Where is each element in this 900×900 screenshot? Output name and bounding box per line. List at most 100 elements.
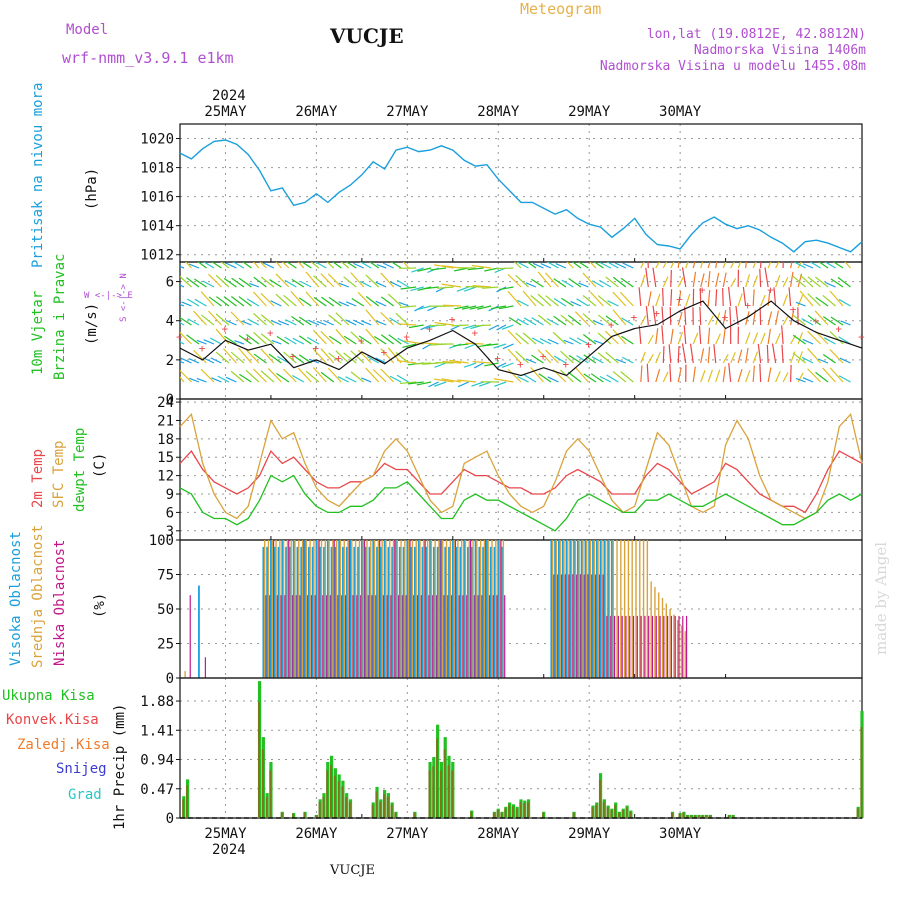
wind-arrow — [230, 370, 245, 383]
wind-arrow — [781, 344, 784, 364]
wind-arrow — [838, 336, 851, 345]
wind-arrow — [230, 351, 245, 364]
wind-arrow — [186, 334, 200, 345]
top-day-label: 30MAY — [659, 104, 702, 120]
wind-arrow — [814, 310, 829, 326]
wind-arrow — [788, 287, 792, 307]
wind-arrow — [498, 305, 514, 310]
wind-arrow — [345, 301, 357, 307]
wind-arrow — [300, 262, 312, 269]
wind-arrow — [464, 343, 477, 349]
wind-gust-marker: + — [676, 293, 683, 306]
wind-arrow — [722, 328, 726, 345]
wind-arrow — [471, 264, 492, 269]
precip-conv-bar — [443, 749, 446, 818]
wind-arrow — [375, 281, 387, 288]
wind-arrow — [456, 286, 469, 292]
wind-arrow — [560, 369, 574, 383]
wind-arrow — [790, 310, 795, 326]
wind-arrow — [312, 367, 327, 383]
wind-arrow — [225, 376, 237, 383]
wind-arrow — [681, 267, 687, 288]
wind-arrow — [781, 325, 784, 345]
wind-gust-marker: + — [699, 283, 706, 296]
wind-arrow — [380, 272, 395, 288]
wind-arrow — [350, 371, 365, 383]
precip-conv-bar — [182, 799, 185, 818]
wind-arrow — [546, 318, 559, 326]
wind-arrow — [380, 334, 395, 345]
wind-arrow — [202, 280, 215, 288]
wind-arrow — [662, 262, 667, 269]
wind-arrow — [275, 262, 282, 269]
wind-arrow — [552, 331, 567, 345]
wind-arrow — [592, 320, 604, 326]
wind-arrow — [745, 262, 747, 269]
wind-arrow — [389, 375, 402, 383]
wind-arrow — [537, 314, 552, 326]
wind-label-1: 10m Vjetar — [30, 291, 46, 375]
wind-arrow — [462, 324, 477, 330]
wind-arrow — [328, 314, 342, 326]
wind-arrow — [234, 339, 245, 345]
wind-arrow — [752, 351, 759, 364]
wind-arrow — [402, 343, 417, 348]
precip-conv-bar — [515, 808, 518, 818]
wind-arrow — [555, 263, 567, 269]
wind-arrow — [707, 315, 714, 326]
wind-arrow — [589, 291, 604, 307]
wind-arrow — [215, 274, 230, 288]
wind-arrow — [662, 371, 669, 383]
y-tick-label: 9 — [166, 487, 174, 503]
wind-arrow — [677, 367, 682, 383]
y-tick-label: 2 — [166, 353, 174, 369]
wind-arrow — [612, 276, 627, 288]
wind-arrow — [582, 334, 597, 345]
wind-arrow — [278, 320, 290, 326]
model-label: Model — [66, 22, 108, 38]
wind-arrow — [196, 339, 207, 345]
wind-arrow — [802, 263, 814, 269]
wind-gust-marker: + — [494, 352, 501, 365]
wind-arrow — [807, 348, 822, 364]
wind-arrow — [547, 338, 559, 345]
wind-arrow — [472, 285, 492, 288]
precip-conv-bar — [257, 701, 260, 818]
precip-conv-bar — [341, 786, 344, 818]
wind-arrow — [727, 286, 732, 307]
wind-arrow — [305, 370, 320, 383]
wind-arrow — [531, 278, 544, 288]
wind-arrow — [685, 293, 691, 307]
dewpt-series — [179, 474, 863, 532]
wind-arrow — [523, 374, 537, 383]
wind-arrow — [576, 355, 589, 364]
wind-arrow — [252, 368, 267, 383]
wind-arrow — [729, 306, 732, 326]
wind-arrow — [320, 371, 335, 383]
panel-frame — [179, 398, 863, 541]
wind-arrow — [515, 350, 529, 364]
wind-arrow — [365, 309, 380, 326]
wind-arrow — [242, 262, 252, 269]
wind-arrow — [692, 332, 699, 345]
wind-arrow — [759, 363, 762, 383]
wind-arrow — [387, 293, 402, 307]
wind-arrow — [335, 328, 350, 345]
wind-arrow — [328, 296, 342, 307]
wind-arrow — [180, 316, 192, 326]
precip-conv-bar — [386, 796, 389, 818]
wind-arrow — [215, 313, 230, 326]
wind-arrow — [200, 291, 215, 307]
wind-arrow — [343, 352, 357, 364]
wind-arrow — [722, 353, 729, 364]
wind-arrow — [284, 336, 297, 345]
wind-arrow — [216, 296, 230, 307]
wind-arrow — [722, 272, 727, 288]
wind-arrow — [312, 329, 327, 345]
bottom-day-label: 25MAY — [204, 826, 247, 842]
wind-arrow — [388, 334, 402, 345]
wind-arrow — [442, 304, 462, 307]
precip-conv-bar — [451, 770, 454, 818]
wind-arrow — [655, 351, 661, 364]
wind-arrow — [328, 352, 342, 364]
